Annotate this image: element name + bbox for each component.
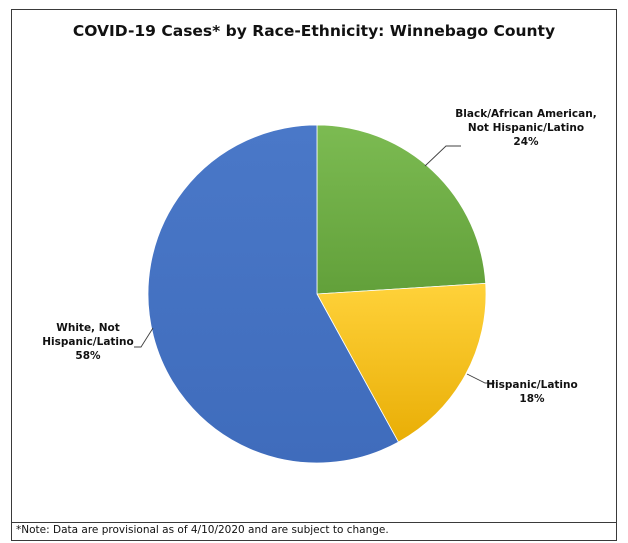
slice-label-line: Not Hispanic/Latino <box>467 122 585 134</box>
slice-label-line: White, Not <box>56 322 120 334</box>
pie-slice-hispanic-latino <box>316 282 487 443</box>
slice-label-white-not-hispanic: White, Not Hispanic/Latino 58% <box>38 321 138 363</box>
footnote: *Note: Data are provisional as of 4/10/2… <box>16 524 389 536</box>
leader-line-white-not-hispanic <box>134 327 154 348</box>
slice-label-line: Hispanic/Latino <box>42 336 134 348</box>
leader-line-black-african-american <box>424 145 461 167</box>
footnote-box: *Note: Data are provisional as of 4/10/2… <box>12 522 616 540</box>
slice-label-black-african-american: Black/African American, Not Hispanic/Lat… <box>446 107 606 149</box>
pie-slice-black-african-american <box>316 124 487 295</box>
chart-frame: COVID-19 Cases* by Race-Ethnicity: Winne… <box>11 9 617 541</box>
slice-label-hispanic-latino: Hispanic/Latino 18% <box>482 378 582 406</box>
slice-value-label: 58% <box>75 350 101 362</box>
slice-label-line: Black/African American, <box>455 108 597 120</box>
pie-chart <box>134 124 495 464</box>
chart-title: COVID-19 Cases* by Race-Ethnicity: Winne… <box>72 22 556 40</box>
slice-value-label: 18% <box>519 393 545 405</box>
pie-slice-white-not-hispanic <box>147 124 399 464</box>
leader-line-hispanic-latino <box>466 373 495 384</box>
slice-label-line: Hispanic/Latino <box>486 379 578 391</box>
slice-value-label: 24% <box>513 136 539 148</box>
